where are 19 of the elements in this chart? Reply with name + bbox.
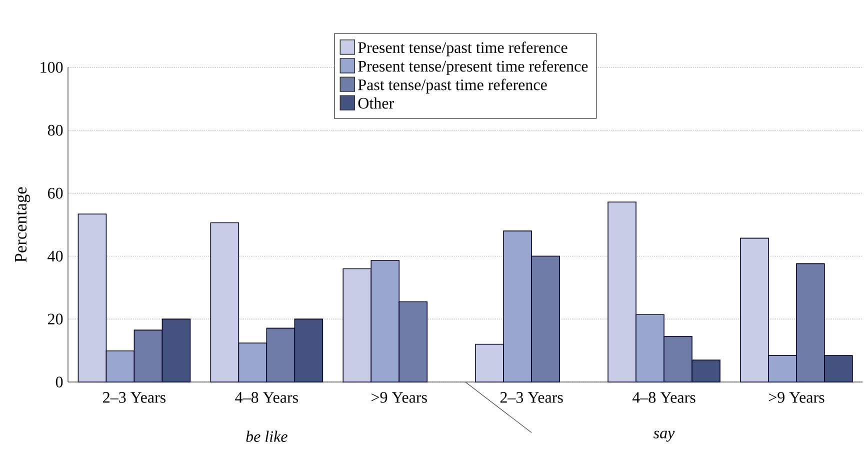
text: be like [246,430,288,442]
legend-label: Other [358,97,394,109]
x-tick-label: >9 Years [372,392,427,403]
y-axis-title: Percentage [15,187,30,262]
x-tick-label: 2–3 Years [500,392,563,403]
y-tick-label: 100 [40,62,63,73]
y-tick-label: 20 [48,314,63,324]
x-tick-label: 2–3 Years [103,392,166,403]
legend-label: Past tense/past time reference [358,78,547,94]
y-tick-label: 40 [48,250,63,262]
legend-label: Present tense/past time reference [358,42,568,56]
y-tick-label: 60 [48,188,63,199]
x-tick-label: 4–8 Years [235,392,298,403]
y-tick-label: 0 [56,376,63,388]
legend-label: Present tense/present time reference [358,60,588,75]
x-tick-label: >9 Years [768,392,824,403]
y-tick-label: 80 [48,124,63,136]
text: say [654,430,675,442]
x-tick-label: 4–8 Years [632,392,696,403]
